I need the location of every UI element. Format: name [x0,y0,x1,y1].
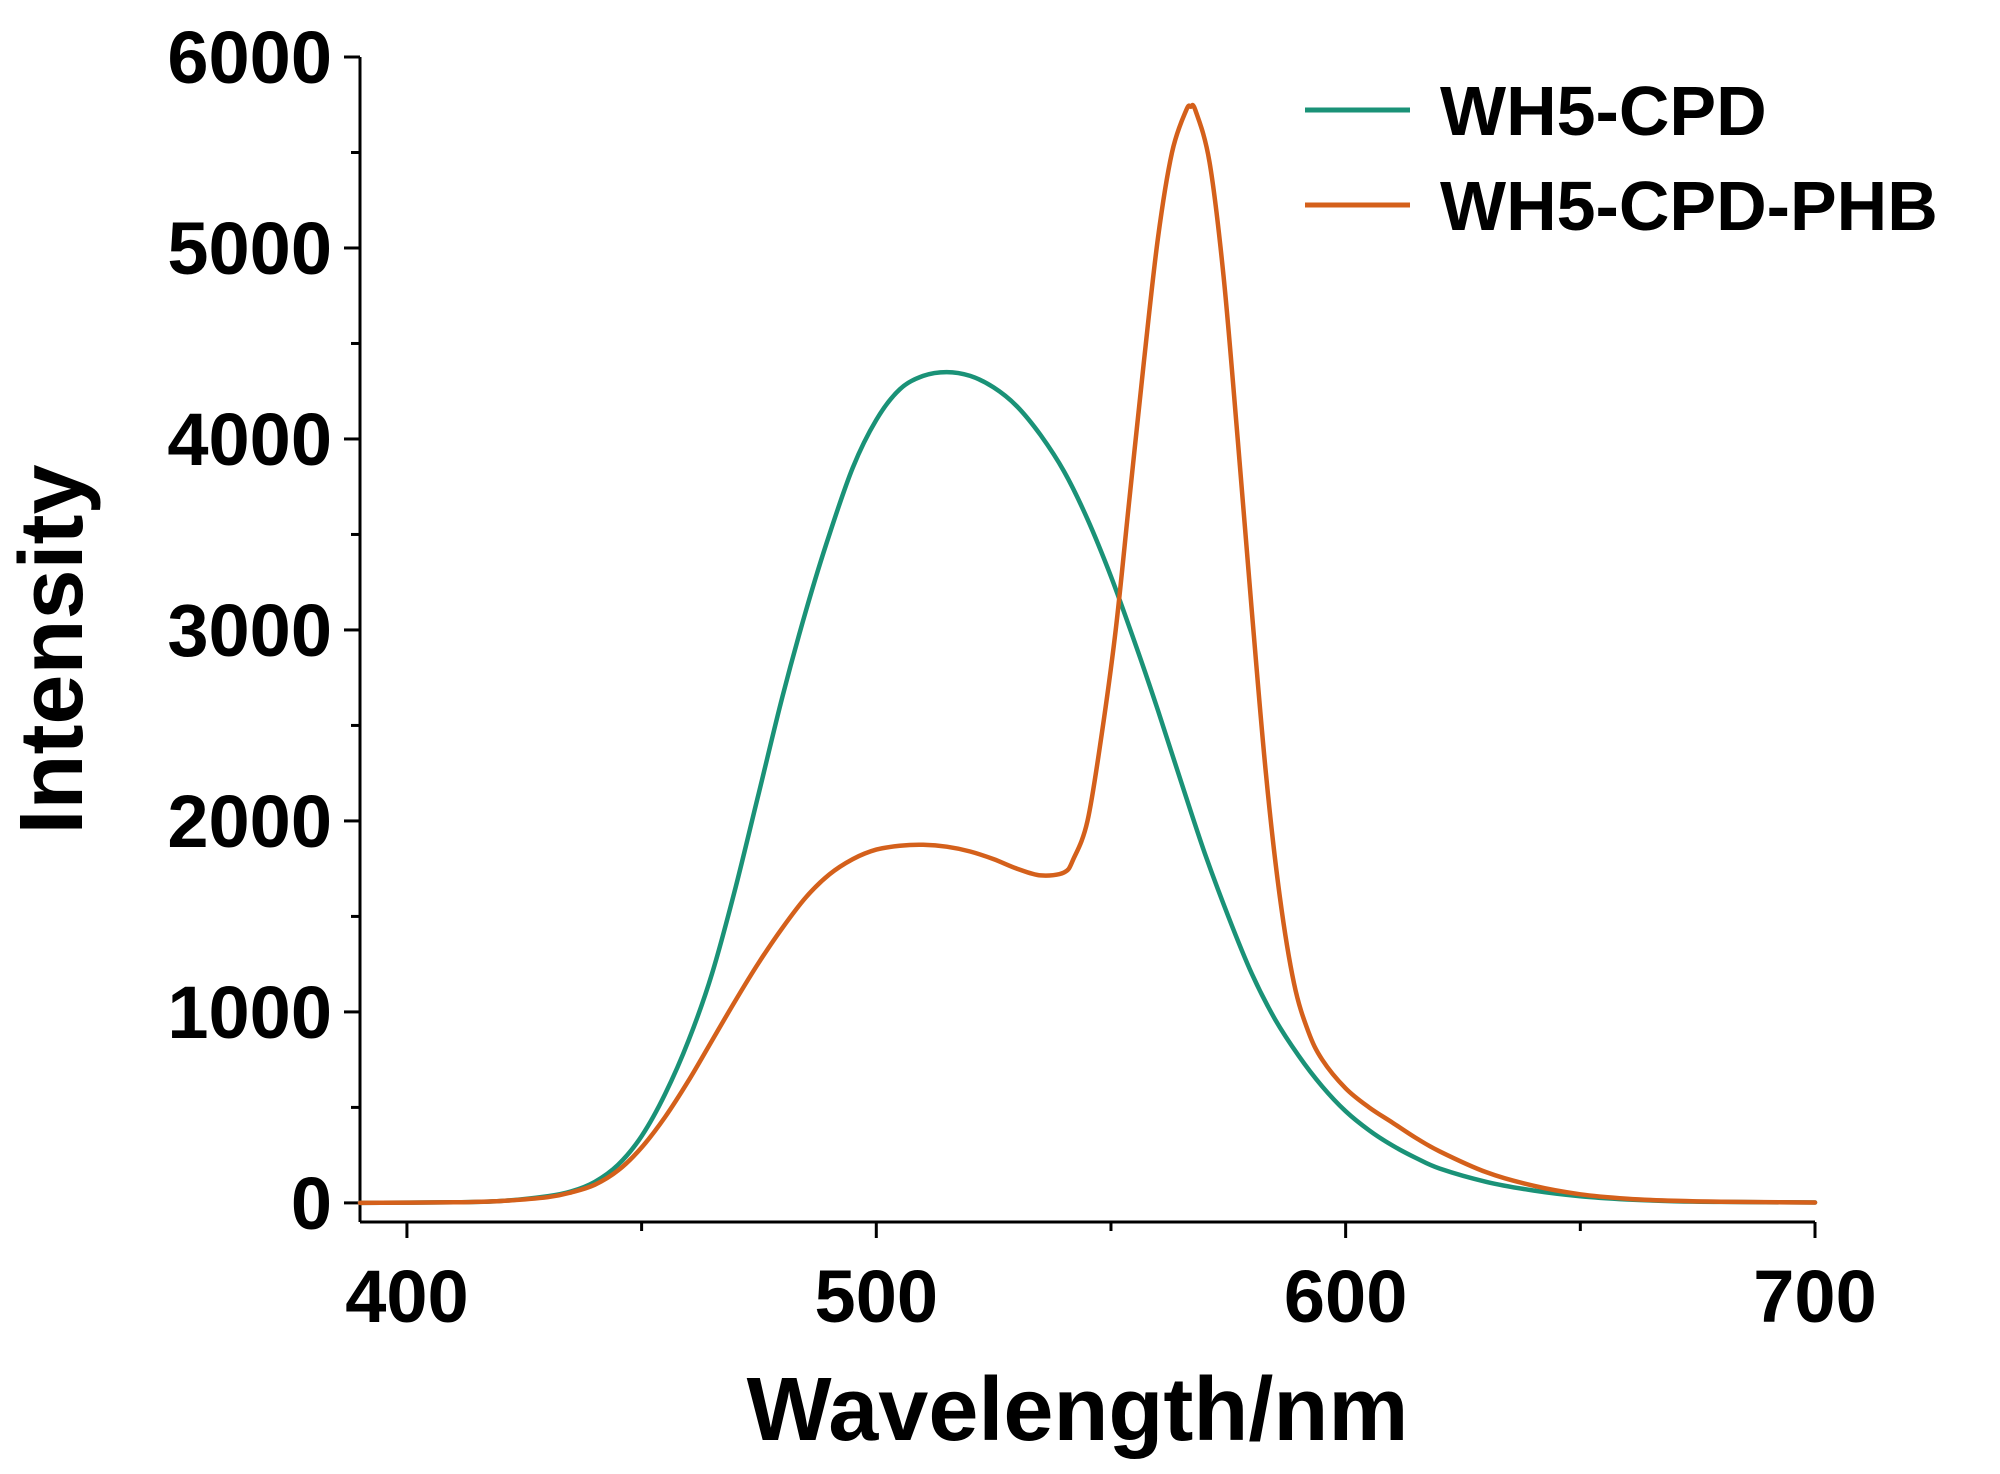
y-tick-label: 4000 [167,398,332,481]
y-tick-label: 1000 [167,971,332,1054]
x-tick-label: 700 [1753,1255,1876,1338]
series-layer [357,102,1818,1206]
legend-label-1: WH5-CPD [1440,72,1767,150]
x-axis-title: Wavelength/nm [747,1360,1409,1460]
legend: WH5-CPD WH5-CPD-PHB [1305,72,1938,245]
y-tick-label: 0 [291,1162,332,1245]
series-line-2 [357,102,1818,1206]
y-axis-title: Intensity [2,464,102,834]
legend-label-2: WH5-CPD-PHB [1440,167,1938,245]
y-tick-label: 3000 [167,589,332,672]
x-tick-label: 400 [345,1255,468,1338]
x-tick-label: 600 [1284,1255,1407,1338]
x-tick-label: 500 [815,1255,938,1338]
y-tick-label: 2000 [167,780,332,863]
series-line-1 [357,369,1818,1206]
y-tick-label: 6000 [167,16,332,99]
y-tick-label: 5000 [167,207,332,290]
axes: 0 1000 2000 3000 4000 5000 6000 400 500 600 700 [167,16,1876,1338]
